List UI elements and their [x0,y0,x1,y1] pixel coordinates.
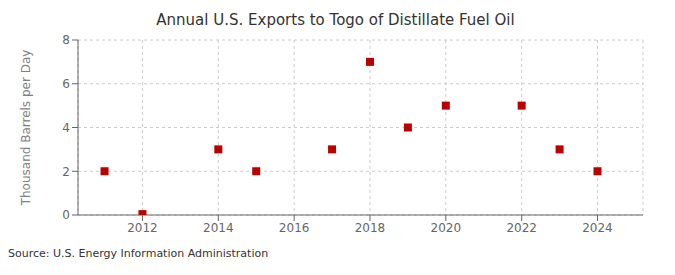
html-text:Source: U.S. Energy Informatio: Source: U.S. Energy Information Administ… [8,247,269,260]
svg-text:Thousand Barrels per Day: Thousand Barrels per Day [19,50,33,207]
html-text:Annual U.S. Exports to Togo of: Annual U.S. Exports to Togo of Distillat… [156,11,515,29]
svg-text:2016: 2016 [279,221,310,235]
svg-text:0: 0 [62,208,70,222]
svg-text:2024: 2024 [582,221,613,235]
svg-text:2012: 2012 [127,221,158,235]
svg-text:2018: 2018 [355,221,386,235]
svg-text:6: 6 [62,77,70,91]
svg-text:2022: 2022 [506,221,537,235]
svg-text:4: 4 [62,121,70,135]
svg-text:2: 2 [62,165,70,179]
svg-text:2014: 2014 [203,221,234,235]
svg-text:8: 8 [62,33,70,47]
svg-text:2020: 2020 [431,221,462,235]
